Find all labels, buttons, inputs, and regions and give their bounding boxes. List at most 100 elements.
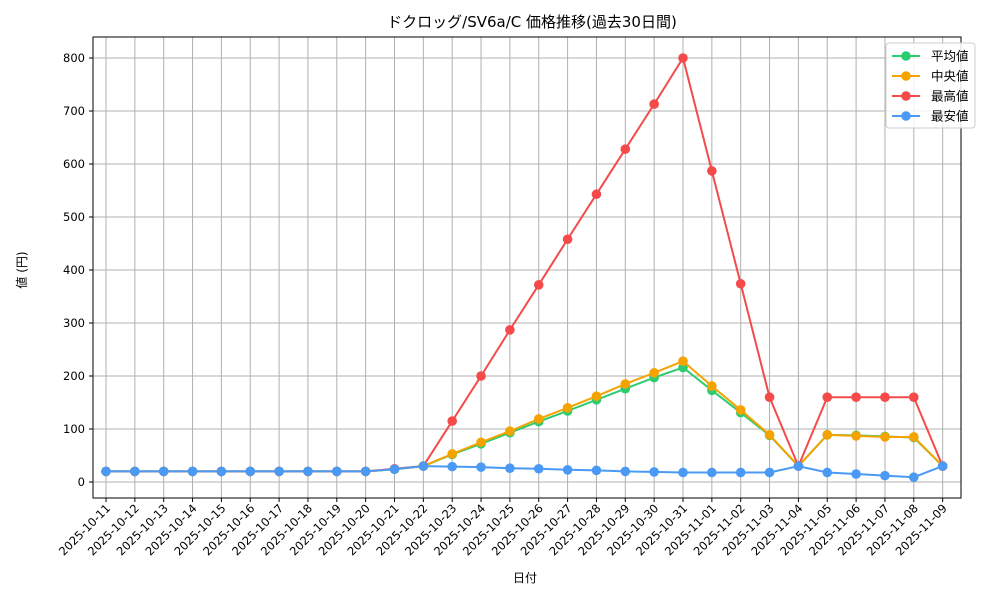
- y-tick-label: 600: [63, 157, 85, 171]
- data-point: [187, 466, 198, 477]
- data-point: [707, 166, 717, 176]
- series-3: [101, 461, 948, 483]
- data-point: [533, 280, 544, 290]
- data-point: [562, 465, 573, 475]
- data-point: [505, 463, 515, 474]
- data-point: [418, 461, 429, 471]
- data-point: [880, 470, 890, 481]
- legend-item: 平均値: [892, 49, 969, 64]
- series-0: [101, 362, 948, 477]
- data-point: [533, 463, 544, 474]
- data-point: [620, 379, 631, 389]
- legend-label: 最安値: [931, 109, 969, 124]
- data-point: [649, 467, 659, 477]
- y-tick-label: 800: [63, 51, 85, 65]
- data-point: [533, 414, 544, 424]
- y-tick-label: 300: [63, 316, 85, 330]
- y-tick-label: 500: [63, 210, 85, 224]
- data-point: [101, 466, 111, 477]
- data-point: [764, 467, 775, 478]
- data-point: [880, 432, 890, 442]
- data-point: [447, 461, 458, 472]
- data-point: [476, 371, 486, 381]
- data-point: [332, 466, 342, 477]
- y-tick-label: 100: [63, 422, 85, 436]
- data-point: [764, 392, 775, 403]
- data-point: [678, 53, 688, 63]
- series-line: [106, 465, 944, 479]
- data-point: [851, 469, 861, 479]
- legend-marker-icon: [901, 71, 911, 81]
- data-point: [303, 466, 313, 477]
- data-point: [591, 189, 602, 200]
- legend-marker-icon: [901, 91, 911, 101]
- data-point: [764, 430, 775, 440]
- data-point: [909, 432, 919, 442]
- grid: [93, 37, 961, 498]
- legend-item: 中央値: [892, 69, 969, 84]
- data-point: [620, 466, 631, 477]
- data-point: [505, 325, 515, 335]
- legend-label: 中央値: [931, 69, 969, 84]
- data-point: [476, 462, 486, 472]
- data-point: [649, 368, 659, 378]
- data-point: [735, 278, 746, 289]
- legend-label: 平均値: [931, 49, 969, 64]
- data-point: [735, 405, 746, 415]
- data-point: [937, 461, 948, 471]
- y-axis-label: 値 (円): [14, 251, 29, 288]
- data-point: [447, 449, 458, 459]
- data-point: [822, 430, 833, 440]
- data-point: [505, 426, 515, 436]
- data-point: [851, 392, 861, 403]
- series-line: [106, 360, 944, 473]
- x-axis-label: 日付: [513, 571, 537, 585]
- chart-title: ドクロッグ/SV6a/C 価格推移(過去30日間): [387, 13, 677, 31]
- series-layer: [101, 53, 948, 483]
- y-axis: 0 100 200 300 400 500 600 700 800: [63, 51, 93, 489]
- data-point: [274, 466, 284, 477]
- plot-frame: [92, 36, 962, 499]
- data-point: [130, 466, 140, 477]
- data-point: [909, 472, 919, 483]
- legend-label: 最高値: [931, 89, 969, 104]
- data-point: [245, 466, 256, 477]
- data-point: [793, 461, 804, 471]
- legend-marker-icon: [901, 111, 911, 121]
- data-point: [620, 144, 631, 154]
- data-point: [476, 437, 486, 448]
- data-point: [851, 431, 861, 441]
- y-tick-label: 200: [63, 369, 85, 383]
- data-point: [880, 392, 890, 403]
- data-point: [447, 416, 458, 426]
- data-point: [649, 99, 659, 109]
- legend-item: 最安値: [892, 109, 969, 124]
- y-tick-label: 0: [78, 475, 85, 489]
- data-point: [562, 234, 573, 245]
- series-1: [101, 356, 948, 477]
- data-point: [591, 465, 602, 476]
- data-point: [822, 467, 833, 478]
- y-tick-label: 400: [63, 263, 85, 277]
- series-2: [101, 53, 948, 477]
- series-line: [106, 55, 944, 473]
- data-point: [158, 466, 169, 477]
- data-point: [707, 381, 717, 391]
- x-axis: 2025-10-112025-10-122025-10-132025-10-14…: [56, 498, 950, 558]
- data-point: [822, 392, 833, 403]
- data-point: [360, 466, 371, 477]
- legend-marker-icon: [901, 51, 911, 61]
- data-point: [707, 467, 717, 478]
- data-point: [562, 403, 573, 413]
- data-point: [216, 466, 227, 477]
- data-point: [389, 464, 400, 475]
- data-point: [678, 467, 688, 478]
- y-tick-label: 700: [63, 104, 85, 118]
- data-point: [909, 392, 919, 403]
- data-point: [591, 391, 602, 401]
- legend-box: [885, 42, 976, 129]
- legend-item: 最高値: [892, 89, 969, 104]
- data-point: [735, 467, 746, 478]
